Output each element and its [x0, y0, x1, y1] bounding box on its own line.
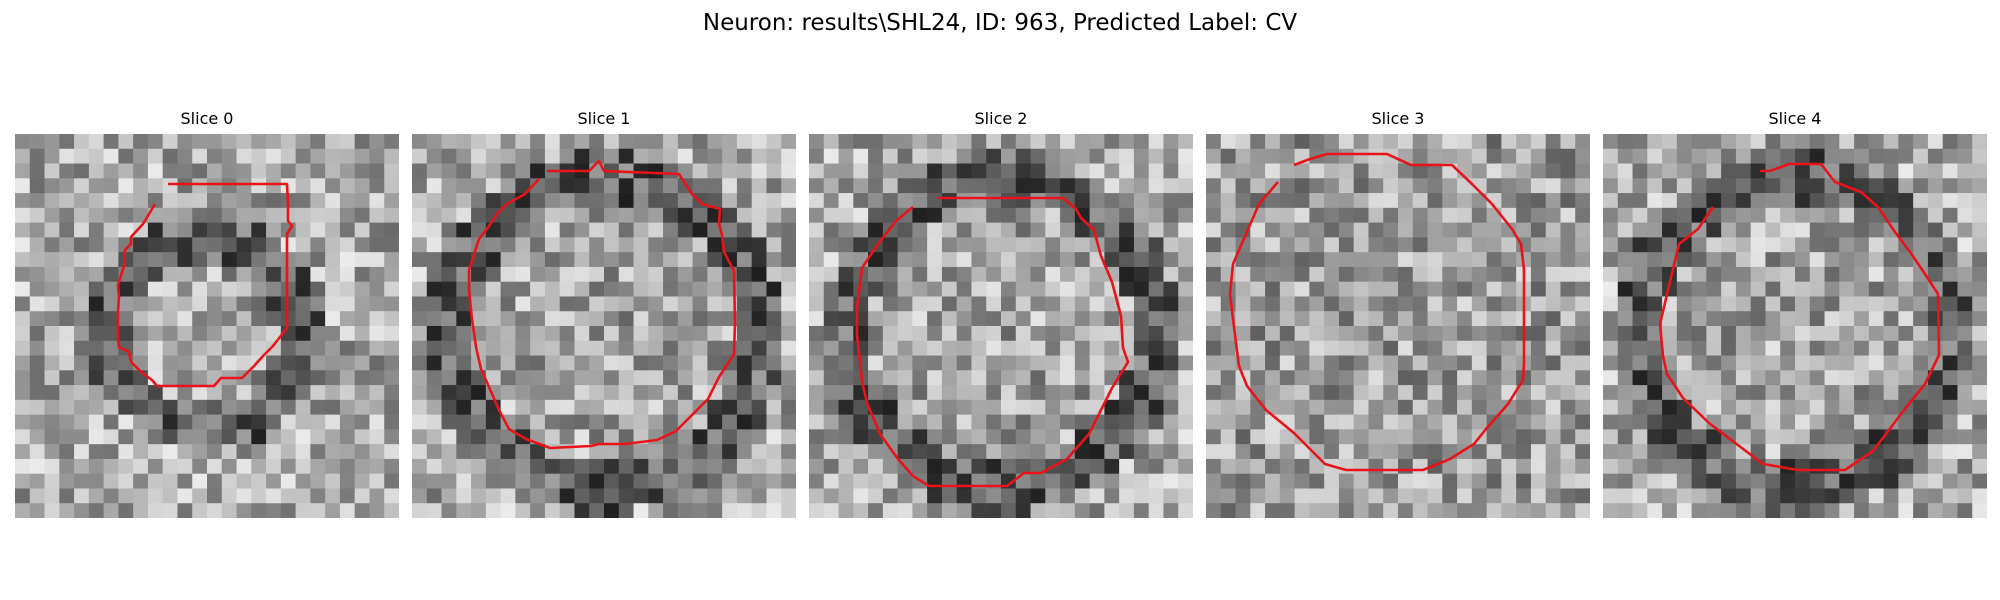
- slice-panel-4: Slice 4: [1603, 108, 1987, 520]
- slice-title-1: Slice 1: [577, 109, 631, 128]
- slice-image-0: [15, 134, 399, 518]
- contour-outline: [855, 196, 1130, 488]
- pixel-grid: [1206, 134, 1590, 518]
- contour-outline: [116, 182, 294, 388]
- slice-image-2: [809, 134, 1193, 518]
- slice-image-3: [1206, 134, 1590, 518]
- slice-title-4: Slice 4: [1768, 109, 1822, 128]
- contour-outline: [467, 159, 737, 450]
- pixel-grid: [1603, 134, 1987, 518]
- contour-outline: [1228, 152, 1526, 472]
- pixel-grid: [809, 134, 1193, 518]
- slice-panel-0: Slice 0: [15, 108, 399, 520]
- pixel-grid: [412, 134, 796, 518]
- figure-title: Neuron: results\SHL24, ID: 963, Predicte…: [702, 10, 1298, 36]
- pixel-grid: [15, 134, 399, 518]
- contour-outline: [1658, 162, 1941, 472]
- slice-title-0: Slice 0: [180, 109, 234, 128]
- slice-panel-3: Slice 3: [1206, 108, 1590, 520]
- slice-image-1: [412, 134, 796, 518]
- slice-panel-2: Slice 2: [809, 108, 1193, 520]
- slice-image-4: [1603, 134, 1987, 518]
- slice-title-2: Slice 2: [974, 109, 1028, 128]
- slice-panel-1: Slice 1: [412, 108, 796, 520]
- slice-title-3: Slice 3: [1371, 109, 1425, 128]
